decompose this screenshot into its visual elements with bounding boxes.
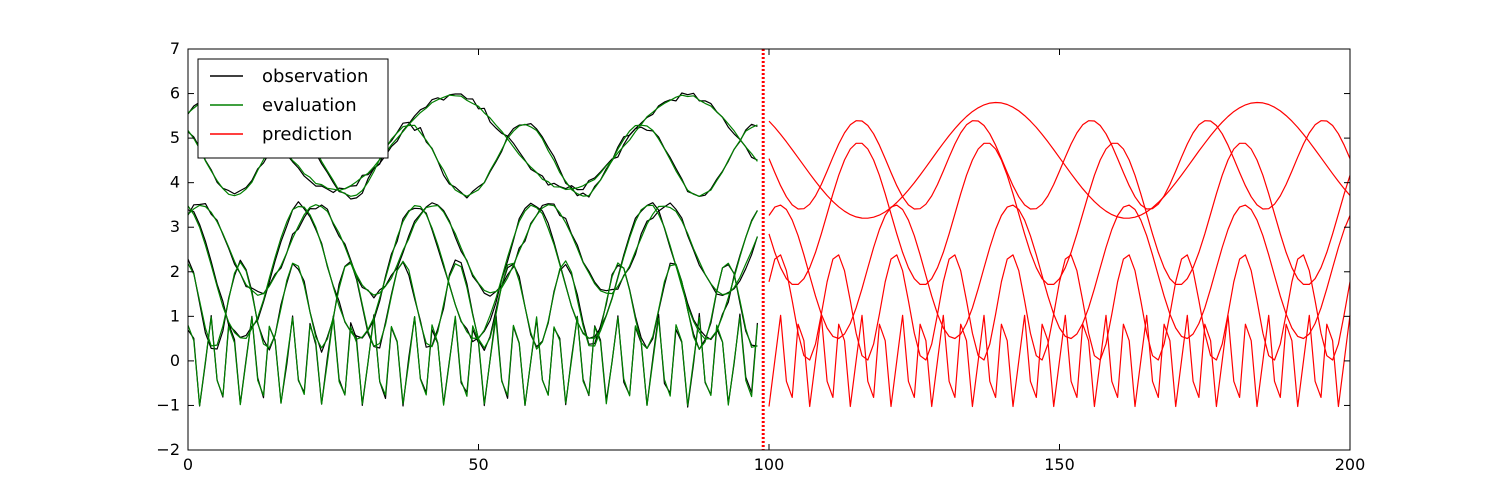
- y-tick-label: 6: [170, 84, 180, 103]
- x-tick-label: 50: [468, 455, 488, 474]
- prediction-line-5: [768, 120, 1351, 210]
- evaluation-line-1: [187, 315, 758, 407]
- y-axis: −2 −1 0 1 2 3 4 5 6 7: [156, 39, 1350, 459]
- prediction-line-6: [768, 101, 1351, 219]
- y-tick-label: 5: [170, 128, 180, 147]
- legend-label-observation: observation: [262, 66, 368, 87]
- legend: observation evaluation prediction: [197, 58, 389, 159]
- legend-label-evaluation: evaluation: [262, 95, 357, 116]
- y-tick-label: 7: [170, 39, 180, 58]
- observation-line-3: [187, 201, 758, 343]
- prediction-line-3: [768, 204, 1351, 340]
- y-tick-label: −2: [156, 440, 180, 459]
- x-tick-label: 100: [754, 455, 785, 474]
- legend-label-prediction: prediction: [262, 124, 352, 145]
- prediction-line-2: [768, 254, 1351, 361]
- y-tick-label: 3: [170, 217, 180, 236]
- evaluation-line-3: [187, 204, 758, 340]
- y-tick-label: 2: [170, 262, 180, 281]
- evaluation-line-4: [187, 204, 758, 296]
- x-tick-label: 150: [1044, 455, 1075, 474]
- x-tick-label: 200: [1335, 455, 1366, 474]
- y-tick-label: 0: [170, 351, 180, 370]
- series-group-prediction: [768, 101, 1351, 408]
- prediction-line-4: [768, 142, 1351, 285]
- y-tick-label: 4: [170, 173, 180, 192]
- evaluation-line-2: [187, 260, 758, 350]
- x-axis: 0 50 100 150 200: [183, 49, 1365, 474]
- x-tick-label: 0: [183, 455, 193, 474]
- y-tick-label: −1: [156, 395, 180, 414]
- y-tick-label: 1: [170, 306, 180, 325]
- observation-line-4: [187, 202, 758, 299]
